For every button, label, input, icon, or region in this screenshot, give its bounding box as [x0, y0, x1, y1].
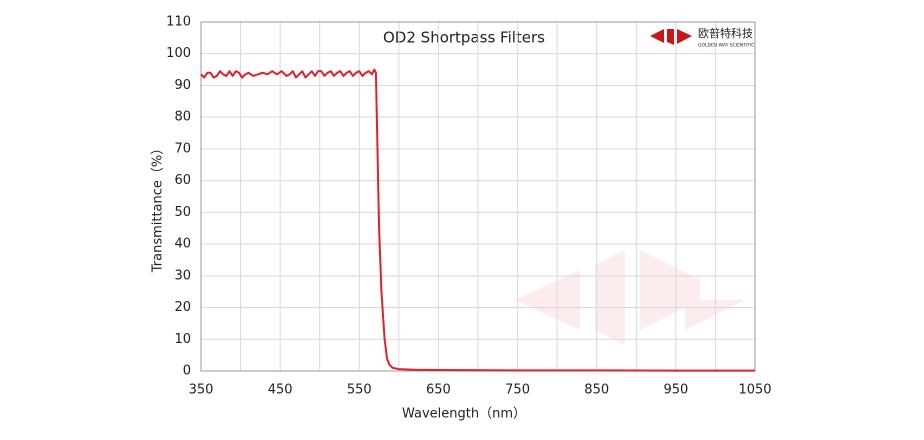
y-tick-label: 100 — [166, 46, 191, 61]
logo-mark — [667, 29, 674, 45]
logo-name: 欧普特科技 — [698, 26, 753, 40]
x-tick-label: 650 — [426, 383, 451, 398]
watermark — [515, 250, 745, 345]
x-axis-label: Wavelength（nm） — [402, 407, 526, 422]
x-tick-label: 350 — [189, 383, 214, 398]
logo-mark — [677, 29, 692, 44]
logo: 欧普特科技 GOLDEN WAY SCIENTIFIC — [650, 26, 754, 49]
logo-mark — [650, 29, 664, 43]
x-tick-label: 1050 — [738, 383, 771, 398]
x-tick-label: 950 — [663, 383, 688, 398]
y-axis-label: Transmittance（%） — [151, 142, 166, 274]
y-tick-label: 0 — [183, 364, 191, 379]
transmission-line — [200, 68, 755, 372]
y-tick-label: 10 — [174, 332, 191, 347]
y-tick-label: 50 — [174, 205, 191, 220]
y-tick-label: 60 — [174, 173, 191, 188]
y-tick-label: 20 — [174, 300, 191, 315]
x-tick-label: 450 — [268, 383, 293, 398]
x-tick-label: 550 — [347, 383, 372, 398]
logo-subtitle: GOLDEN WAY SCIENTIFIC — [698, 43, 754, 49]
y-tick-label: 70 — [174, 141, 191, 156]
chart-title: OD2 Shortpass Filters — [383, 29, 545, 47]
x-tick-label: 750 — [505, 383, 530, 398]
x-tick-label: 850 — [584, 383, 609, 398]
y-tick-label: 40 — [174, 237, 191, 252]
y-tick-label: 80 — [174, 110, 191, 125]
y-tick-label: 30 — [174, 268, 191, 283]
y-tick-label: 110 — [166, 15, 191, 30]
y-tick-label: 90 — [174, 78, 191, 93]
